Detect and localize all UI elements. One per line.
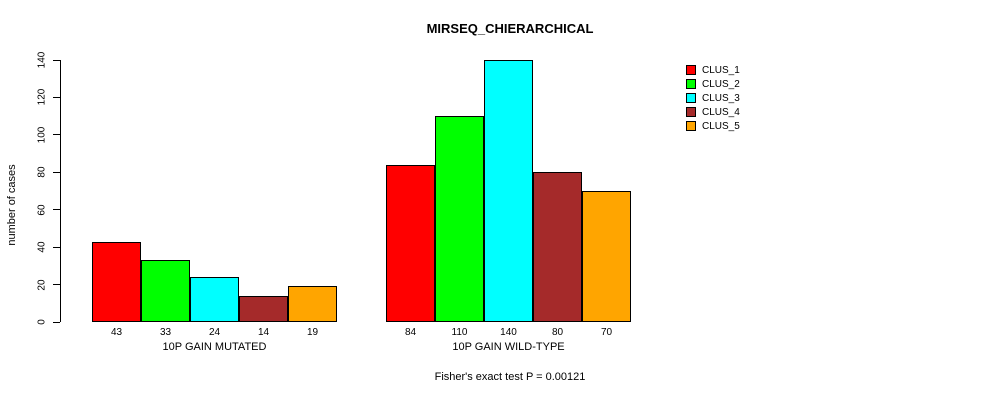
legend-label: CLUS_4 — [702, 106, 740, 118]
y-tick-label: 140 — [36, 51, 48, 69]
legend-label: CLUS_3 — [702, 92, 740, 104]
bar-value-label: 43 — [110, 327, 123, 338]
bar-value-label: 80 — [551, 327, 564, 338]
legend-label: CLUS_1 — [702, 64, 740, 76]
y-tick-label: 80 — [36, 166, 48, 178]
bar-clus_1 — [386, 165, 435, 322]
y-tick — [53, 284, 60, 286]
y-tick-label: 40 — [36, 241, 48, 253]
bar-value-label: 24 — [208, 327, 221, 338]
y-tick-label: 20 — [36, 279, 48, 291]
bar-value-label: 70 — [600, 327, 613, 338]
bar-clus_5 — [288, 286, 337, 322]
y-tick — [53, 59, 60, 61]
bar-value-label: 19 — [306, 327, 319, 338]
bar-clus_2 — [435, 116, 484, 322]
legend-label: CLUS_5 — [702, 120, 740, 132]
legend-swatch-clus_2 — [686, 79, 696, 89]
legend-row: CLUS_3 — [686, 91, 740, 105]
bar-clus_3 — [190, 277, 239, 322]
legend-label: CLUS_2 — [702, 78, 740, 90]
y-tick-label: 0 — [36, 319, 48, 325]
bar-clus_1 — [92, 242, 141, 322]
y-tick — [53, 246, 60, 248]
bar-clus_4 — [533, 172, 582, 322]
group-label: 10P GAIN WILD-TYPE — [452, 341, 565, 353]
legend-row: CLUS_2 — [686, 77, 740, 91]
y-tick-label: 100 — [36, 126, 48, 144]
y-tick — [53, 171, 60, 173]
bar-clus_4 — [239, 296, 288, 322]
bar-value-label: 140 — [500, 327, 517, 338]
legend-swatch-clus_1 — [686, 65, 696, 75]
bar-value-label: 14 — [257, 327, 270, 338]
y-tick — [53, 96, 60, 98]
chart-title: MIRSEQ_CHIERARCHICAL — [426, 21, 594, 36]
y-tick — [53, 321, 60, 323]
legend-row: CLUS_4 — [686, 105, 740, 119]
bar-value-label: 110 — [451, 327, 468, 338]
bar-clus_3 — [484, 60, 533, 322]
bar-value-label: 84 — [404, 327, 417, 338]
legend-swatch-clus_5 — [686, 121, 696, 131]
legend-swatch-clus_3 — [686, 93, 696, 103]
bar-clus_2 — [141, 260, 190, 322]
bar-clus_5 — [582, 191, 631, 322]
annotation-text: Fisher's exact test P = 0.00121 — [434, 371, 586, 383]
y-axis-line — [60, 60, 61, 322]
legend-row: CLUS_5 — [686, 119, 740, 133]
y-tick — [53, 209, 60, 211]
y-tick-label: 60 — [36, 204, 48, 216]
y-axis-label: number of cases — [6, 164, 18, 246]
legend-row: CLUS_1 — [686, 63, 740, 77]
legend: CLUS_1 CLUS_2 CLUS_3 CLUS_4 CLUS_5 — [686, 63, 740, 133]
group-label: 10P GAIN MUTATED — [162, 341, 267, 353]
y-tick-label: 120 — [36, 89, 48, 106]
y-tick — [53, 134, 60, 136]
bar-value-label: 33 — [159, 327, 172, 338]
legend-swatch-clus_4 — [686, 107, 696, 117]
